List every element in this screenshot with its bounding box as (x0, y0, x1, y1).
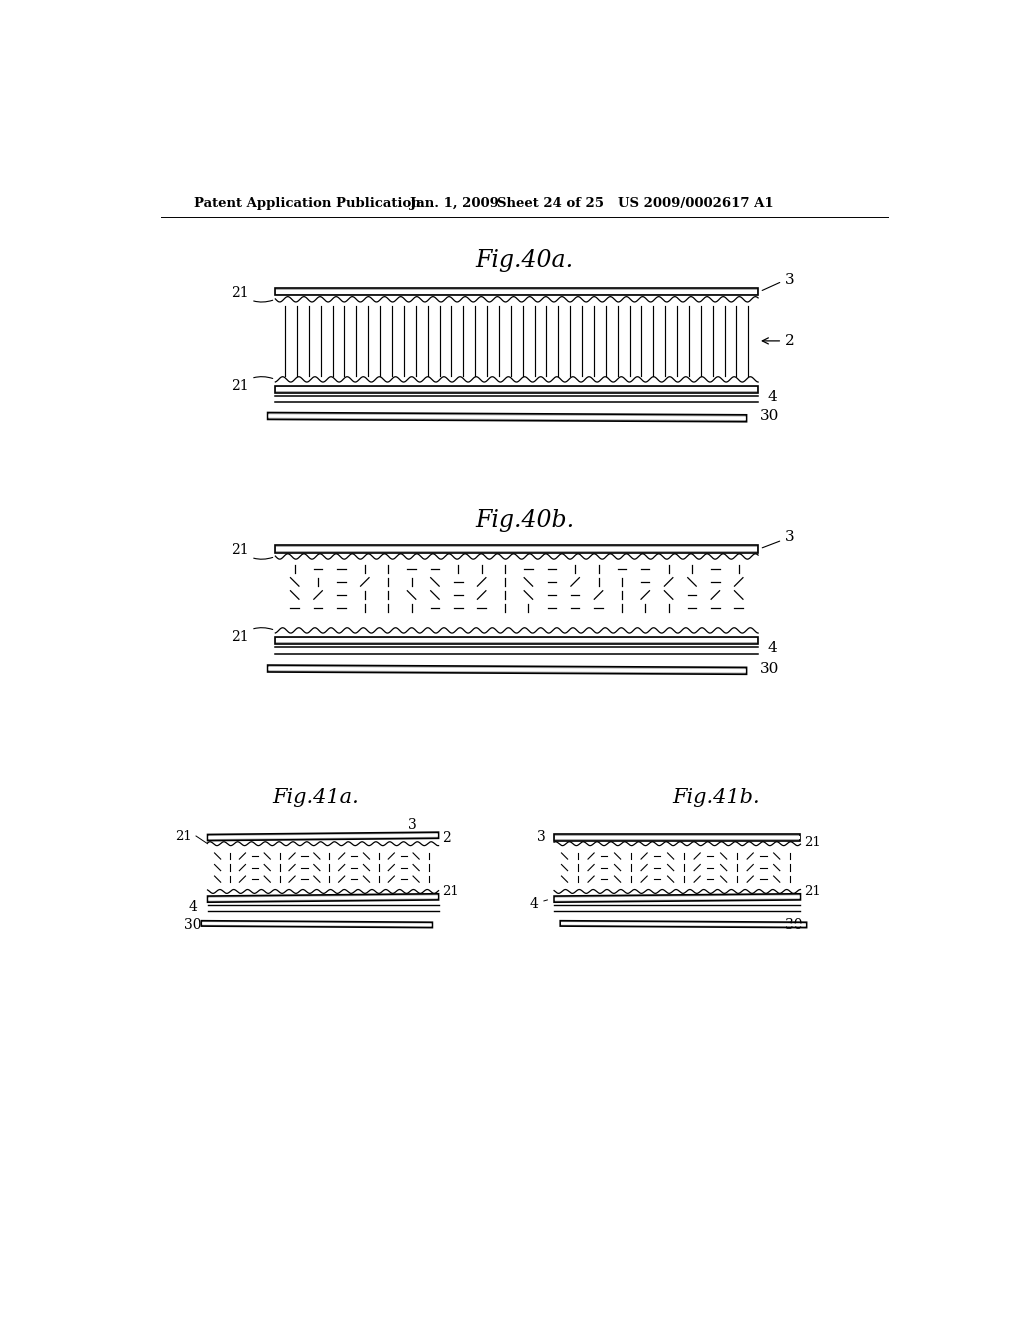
Text: 21: 21 (804, 836, 821, 849)
Text: 21: 21 (175, 829, 191, 842)
Text: 4: 4 (767, 391, 777, 404)
Text: 2: 2 (762, 334, 795, 348)
Polygon shape (268, 667, 745, 673)
Text: 21: 21 (442, 884, 459, 898)
Text: 30: 30 (760, 409, 779, 424)
Text: Fig.40b.: Fig.40b. (475, 508, 574, 532)
Polygon shape (267, 412, 746, 422)
Text: Jan. 1, 2009: Jan. 1, 2009 (410, 197, 499, 210)
Polygon shape (275, 545, 758, 553)
Text: 21: 21 (230, 286, 272, 302)
Text: 21: 21 (230, 544, 272, 560)
Text: 3: 3 (762, 531, 795, 548)
Text: US 2009/0002617 A1: US 2009/0002617 A1 (617, 197, 773, 210)
Polygon shape (554, 894, 801, 903)
Text: 4: 4 (767, 642, 777, 655)
Text: 21: 21 (230, 376, 272, 392)
Polygon shape (275, 385, 758, 393)
Polygon shape (275, 288, 758, 296)
Text: Patent Application Publication: Patent Application Publication (194, 197, 421, 210)
Text: Fig.41a.: Fig.41a. (272, 788, 358, 807)
Polygon shape (208, 895, 438, 900)
Polygon shape (555, 895, 800, 900)
Polygon shape (561, 923, 806, 927)
Polygon shape (276, 289, 758, 293)
Text: Sheet 24 of 25: Sheet 24 of 25 (497, 197, 604, 210)
Polygon shape (208, 894, 438, 903)
Polygon shape (208, 832, 438, 841)
Text: 21: 21 (230, 628, 272, 644)
Polygon shape (554, 834, 801, 841)
Text: Fig.40a.: Fig.40a. (476, 248, 573, 272)
Polygon shape (276, 388, 758, 391)
Polygon shape (208, 834, 438, 840)
Polygon shape (275, 636, 758, 644)
Polygon shape (268, 414, 745, 420)
Text: 4: 4 (188, 900, 198, 913)
Text: 30: 30 (760, 661, 779, 676)
Polygon shape (555, 836, 800, 840)
Polygon shape (276, 639, 758, 643)
Polygon shape (202, 921, 432, 928)
Text: 30: 30 (785, 917, 803, 932)
Text: 30: 30 (184, 917, 202, 932)
Text: 4: 4 (529, 896, 548, 911)
Polygon shape (276, 546, 758, 550)
Polygon shape (560, 921, 807, 928)
Text: 3: 3 (762, 273, 795, 290)
Text: 2: 2 (442, 830, 452, 845)
Polygon shape (267, 665, 746, 675)
Text: 3: 3 (402, 818, 417, 836)
Text: 21: 21 (804, 884, 821, 898)
Polygon shape (202, 923, 432, 927)
Text: 3: 3 (538, 830, 546, 843)
Text: Fig.41b.: Fig.41b. (672, 788, 760, 807)
